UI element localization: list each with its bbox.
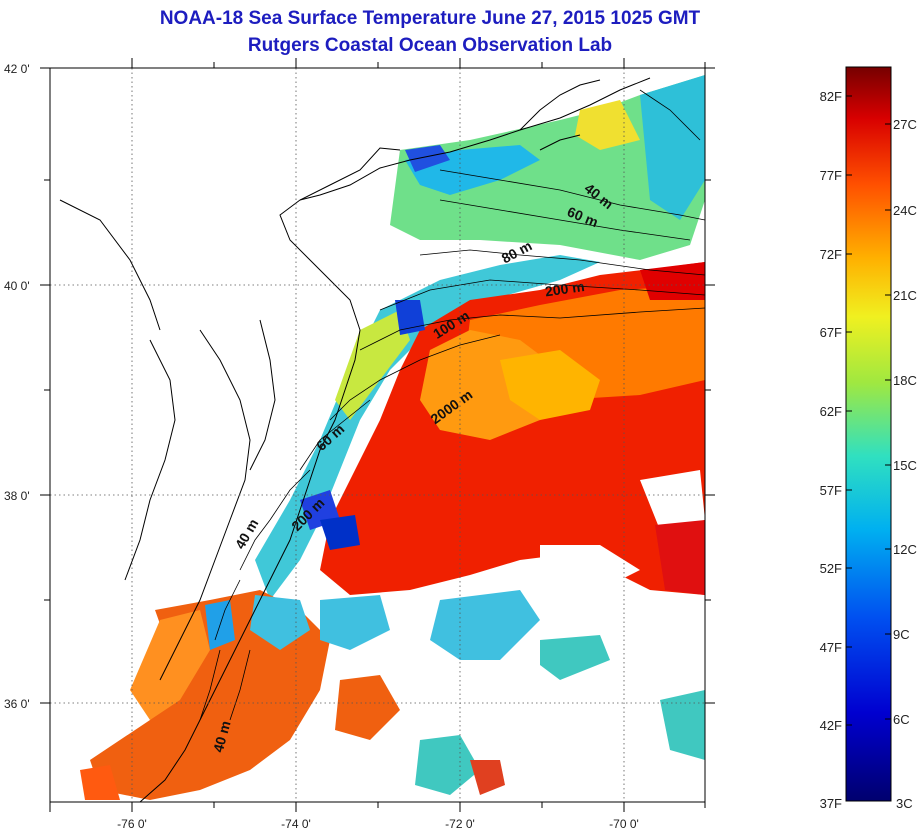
colorbar-f-label: 37F [820,796,842,811]
lon-label: -72 0' [445,817,475,831]
colorbar-f-label: 67F [820,325,842,340]
colorbar-c-label: 27C [893,117,917,132]
lat-label: 42 0' [4,62,30,76]
colorbar-c-label: 12C [893,542,917,557]
lon-label: -74 0' [281,817,311,831]
colorbar-f-label: 77F [820,168,842,183]
graticule [50,68,705,802]
map-subtitle: Rutgers Coastal Ocean Observation Lab [247,35,613,56]
colorbar-c-label: 24C [893,203,917,218]
lat-label: 36 0' [4,697,30,711]
lat-label: 38 0' [4,489,30,503]
colorbar-c-label: 15C [893,458,917,473]
coastline [59,77,651,802]
colorbar-ticks [846,95,891,726]
colorbar-c-label: 6C [893,712,910,727]
lon-label: -76 0' [117,817,147,831]
colorbar-f-label: 72F [820,247,842,262]
colorbar-f-label: 52F [820,561,842,576]
colorbar [845,66,892,802]
colorbar-c-label: 3C [896,796,913,811]
lat-label: 40 0' [4,279,30,293]
map-title: NOAA-18 Sea Surface Temperature June 27,… [159,8,701,29]
lon-label: -70 0' [609,817,639,831]
colorbar-f-label: 42F [820,718,842,733]
colorbar-f-label: 57F [820,483,842,498]
isobath-label: 40 m [210,719,234,754]
isobath-label: 200 m [544,278,586,299]
colorbar-f-label: 62F [820,404,842,419]
colorbar-c-label: 18C [893,373,917,388]
colorbar-f-label: 47F [820,640,842,655]
colorbar-f-label: 82F [820,89,842,104]
colorbar-c-label: 21C [893,288,917,303]
axis-ticks [40,58,715,812]
colorbar-c-label: 9C [893,627,910,642]
isobaths [199,89,705,721]
